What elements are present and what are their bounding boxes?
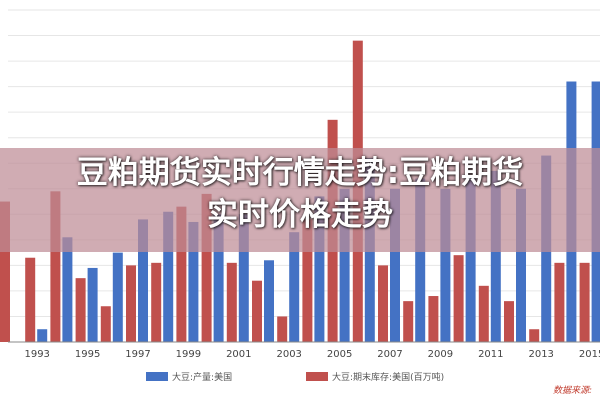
bar-series-2-2002 bbox=[252, 280, 262, 342]
bar-series-1-2012 bbox=[516, 188, 526, 342]
bar-series-1-1994 bbox=[62, 237, 73, 342]
legend-swatch-series-2 bbox=[306, 372, 328, 381]
bar-series-2-1993 bbox=[25, 257, 36, 342]
bar-series-1-2009 bbox=[440, 188, 451, 342]
bar-series-1-2001 bbox=[238, 214, 249, 342]
bar-series-2-2010 bbox=[453, 255, 464, 342]
legend: 大豆:产量:美国 大豆:期末库存:美国(百万吨) bbox=[0, 364, 600, 388]
x-tick-label-2003: 2003 bbox=[276, 349, 301, 360]
bar-series-1-1996 bbox=[112, 252, 123, 342]
x-tick-label-1997: 1997 bbox=[125, 349, 150, 360]
x-tick-labels: 1993 1995 1997 1999 2001 2003 2005 2007 2009 2011… bbox=[24, 349, 600, 360]
source-label: 数据来源: bbox=[552, 386, 592, 396]
bar-series-1-2007 bbox=[390, 188, 400, 342]
bar-series-2-2008 bbox=[403, 301, 414, 342]
legend-swatch-series-1 bbox=[146, 372, 168, 381]
bar-series-2-2004 bbox=[302, 219, 313, 342]
bar-series-2-2014 bbox=[554, 262, 565, 342]
x-tick-label-2007: 2007 bbox=[377, 349, 402, 360]
bar-series-1-1997 bbox=[138, 219, 148, 342]
x-tick-label-1995: 1995 bbox=[75, 349, 100, 360]
legend-item-series-1: 大豆:产量:美国 bbox=[146, 370, 232, 383]
bar-series-2-2007 bbox=[378, 265, 388, 342]
bar-series-1-2008 bbox=[415, 178, 426, 342]
bar-series-1-1998 bbox=[163, 211, 174, 342]
bar-series-2-2013 bbox=[529, 329, 540, 342]
bar-series-1-2000 bbox=[213, 214, 224, 342]
bar-series-1-2002 bbox=[264, 260, 274, 342]
bar-series-2-1998 bbox=[151, 262, 162, 342]
x-tick-label-1993: 1993 bbox=[24, 349, 49, 360]
bar-series-2-2015 bbox=[579, 262, 590, 342]
bar-series-1-2005 bbox=[339, 188, 350, 342]
title-banner bbox=[0, 148, 600, 252]
bar-series-2-2012 bbox=[504, 301, 514, 342]
x-tick-label-1999: 1999 bbox=[176, 349, 201, 360]
bar-series-2-2011 bbox=[478, 285, 489, 342]
bar-series-2-1997 bbox=[126, 265, 136, 342]
bar-series-2-1996 bbox=[100, 306, 111, 342]
bar-series-2-1999 bbox=[176, 206, 187, 342]
bar-series-2-2003 bbox=[277, 316, 288, 342]
x-tick-label-2001: 2001 bbox=[226, 349, 251, 360]
bar-series-2-2001 bbox=[226, 262, 237, 342]
bar-series-1-2003 bbox=[289, 232, 300, 342]
bar-series-2-1994 bbox=[50, 191, 61, 342]
bar-series-2-2009 bbox=[428, 296, 439, 342]
bar-series-1-1993 bbox=[37, 329, 48, 342]
bar-series-1-2010 bbox=[465, 176, 476, 342]
x-tick-label-2005: 2005 bbox=[327, 349, 352, 360]
legend-item-series-2: 大豆:期末库存:美国(百万吨) bbox=[306, 370, 444, 383]
bar-series-2-1992 bbox=[0, 201, 10, 342]
banner-title: 豆粕期货实时行情走势:豆粕期货 实时价格走势 bbox=[0, 152, 600, 236]
bar-series-1-2004 bbox=[314, 196, 325, 342]
x-tick-label-2013: 2013 bbox=[528, 349, 553, 360]
x-tick-label-2015: 2015 bbox=[579, 349, 600, 360]
banner-title-line-2: 实时价格走势 bbox=[207, 197, 393, 233]
legend-label-series-2: 大豆:期末库存:美国(百万吨) bbox=[332, 373, 445, 383]
bar-series-1-2011 bbox=[490, 170, 501, 342]
legend-label-series-1: 大豆:产量:美国 bbox=[172, 373, 233, 383]
x-tick-label-2011: 2011 bbox=[478, 349, 503, 360]
bar-series-2-2000 bbox=[201, 193, 212, 342]
bar-series-1-1995 bbox=[87, 267, 98, 342]
x-tick-label-2009: 2009 bbox=[428, 349, 453, 360]
banner-title-line-1: 豆粕期货实时行情走势:豆粕期货 bbox=[76, 155, 524, 191]
bar-series-2-1995 bbox=[75, 278, 86, 342]
bar-series-1-1999 bbox=[188, 221, 199, 342]
